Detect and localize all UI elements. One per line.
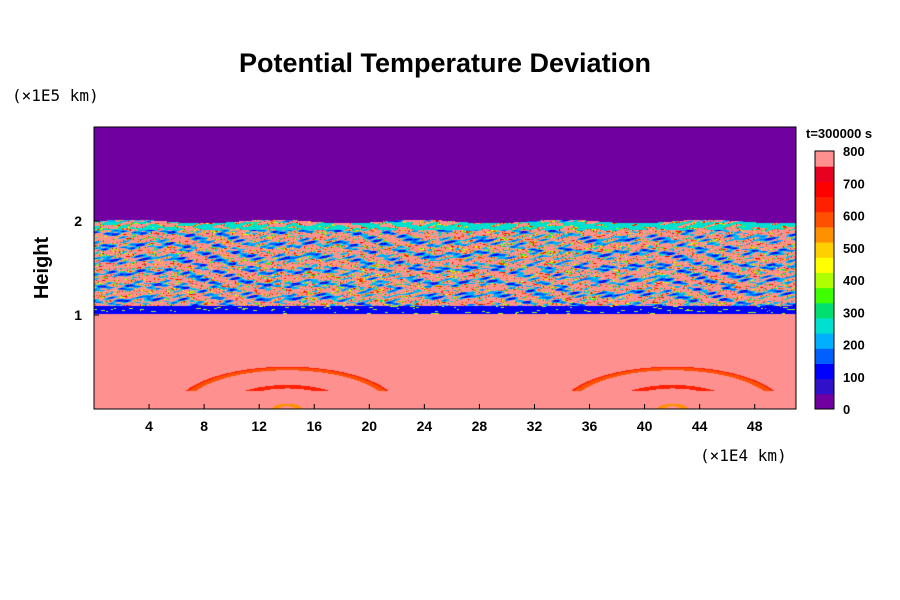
colorbar-swatch (815, 226, 834, 243)
colorbar: 0 100 200 300 400 500 600 700 800 (814, 144, 865, 417)
colorbar-tick-label: 200 (843, 338, 865, 353)
colorbar-swatch (815, 287, 834, 304)
y-axis-label: Height (31, 237, 53, 300)
x-tick-label: 32 (527, 418, 543, 434)
colorbar-swatch (815, 333, 834, 349)
colorbar-swatch (815, 348, 834, 364)
x-axis: 4 8 12 16 20 24 28 32 36 40 44 48 (145, 404, 763, 434)
y-tick-label: 2 (74, 213, 82, 229)
colorbar-swatch (815, 166, 834, 182)
colorbar-swatch (815, 211, 834, 228)
x-tick-label: 36 (582, 418, 598, 434)
colorbar-swatch (815, 257, 834, 273)
x-tick-label: 40 (637, 418, 653, 434)
colorbar-tick-label: 100 (843, 370, 865, 385)
x-tick-label: 20 (362, 418, 378, 434)
colorbar-swatch (815, 302, 834, 319)
colorbar-tick-label: 0 (843, 402, 850, 417)
x-tick-label: 44 (692, 418, 708, 434)
colorbar-swatch (815, 393, 834, 410)
x-tick-label: 4 (145, 418, 153, 434)
x-tick-label: 24 (417, 418, 433, 434)
y-tick-label: 1 (74, 307, 82, 323)
plot-area (93, 126, 797, 410)
colorbar-tick-label: 800 (843, 144, 865, 159)
colorbar-swatch (815, 181, 834, 198)
heatmap-field (94, 127, 796, 409)
colorbar-swatch (815, 363, 834, 380)
colorbar-tick-label: 500 (843, 241, 865, 256)
colorbar-tick-label: 400 (843, 273, 865, 288)
colorbar-swatch (815, 196, 834, 213)
colorbar-swatch (815, 378, 834, 395)
x-tick-label: 28 (472, 418, 488, 434)
colorbar-swatch (815, 151, 834, 167)
x-tick-label: 48 (747, 418, 763, 434)
colorbar-swatch (815, 242, 834, 258)
colorbar-swatch (815, 317, 834, 334)
chart-title: Potential Temperature Deviation (239, 48, 651, 78)
time-label: t=300000 s (806, 126, 872, 141)
colorbar-tick-label: 300 (843, 305, 865, 320)
x-tick-label: 12 (251, 418, 267, 434)
colorbar-swatch (815, 272, 834, 289)
colorbar-tick-label: 600 (843, 209, 865, 224)
y-axis: 12 (74, 213, 99, 323)
x-unit-label: (×1E4 km) (700, 446, 787, 465)
colorbar-frame (814, 150, 835, 410)
colorbar-tick-label: 700 (843, 176, 865, 191)
plot-frame (93, 126, 797, 410)
x-tick-label: 8 (200, 418, 208, 434)
y-unit-label: (×1E5 km) (12, 86, 99, 105)
x-tick-label: 16 (306, 418, 322, 434)
